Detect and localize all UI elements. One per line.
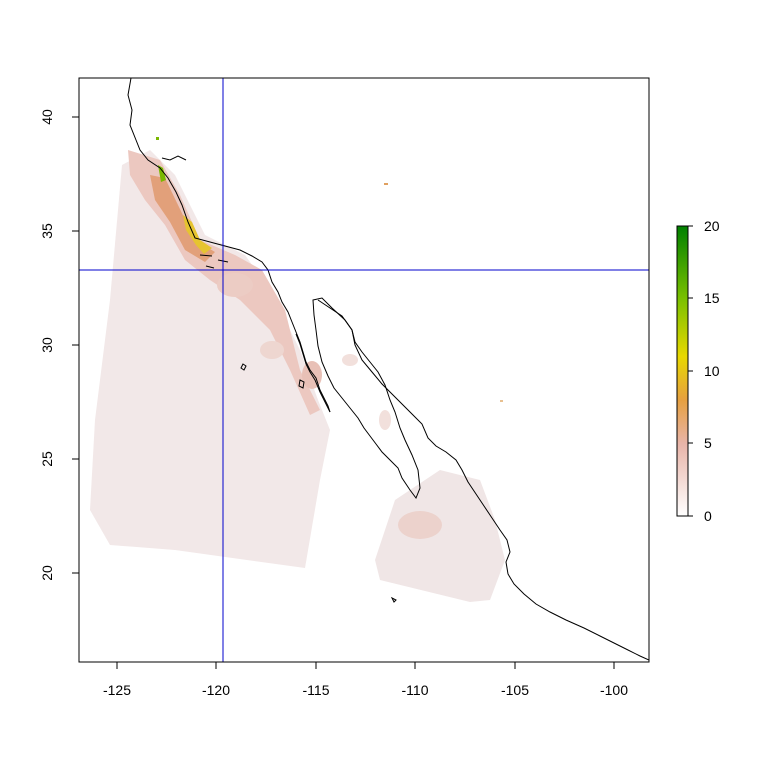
raster-patch: [260, 341, 284, 359]
baja-west-coast: [295, 333, 331, 413]
x-tick-label: -120: [202, 682, 230, 698]
x-tick-label: -105: [501, 682, 529, 698]
raster-patch: [379, 410, 391, 430]
y-tick-label: 35: [39, 223, 55, 239]
x-tick-label: -125: [103, 682, 131, 698]
island-cedros: [298, 379, 305, 389]
island-guadalupe: [240, 363, 247, 371]
raster-hotspot-green: [158, 165, 166, 182]
colorbar-tick-label: 0: [704, 508, 712, 524]
raster-patch: [398, 511, 442, 539]
x-axis: [116, 662, 615, 669]
mainland-mexico-gulf-coast: [317, 299, 649, 661]
coastline-layer: [127, 78, 649, 661]
y-tick-label: 20: [39, 565, 55, 581]
island-revillagigedo: [390, 596, 397, 603]
colorbar-tick-label: 15: [704, 290, 720, 306]
mainland-coastline: [127, 78, 331, 413]
bay-sf: [161, 155, 187, 161]
x-tick-label: -110: [402, 682, 429, 698]
raster-swath-south: [375, 470, 505, 602]
raster-speck: [384, 183, 388, 185]
colorbar-ramp: [676, 225, 689, 517]
colorbar-tick-label: 10: [704, 363, 720, 379]
raster-patch: [342, 354, 358, 366]
raster-speck: [500, 400, 503, 402]
raster-layer: [90, 150, 505, 602]
y-tick-label: 30: [39, 337, 55, 353]
y-tick-label: 40: [39, 109, 55, 125]
x-tick-label: -100: [600, 682, 628, 698]
raster-speck: [156, 137, 159, 140]
y-tick-label: 25: [39, 451, 55, 467]
baja-peninsula: [312, 297, 421, 500]
plot-frame: [78, 77, 650, 663]
x-tick-label: -115: [303, 682, 330, 698]
raster-swath-main: [90, 150, 330, 568]
y-axis: [72, 116, 79, 574]
colorbar-tick-label: 5: [704, 435, 712, 451]
raster-hotspot-yellow: [183, 215, 212, 254]
raster-hotspot-north: [150, 175, 215, 262]
colorbar-legend: 20 15 10 5 0: [676, 218, 720, 524]
raster-patch: [217, 273, 253, 297]
colorbar-tick-label: 20: [704, 218, 720, 234]
